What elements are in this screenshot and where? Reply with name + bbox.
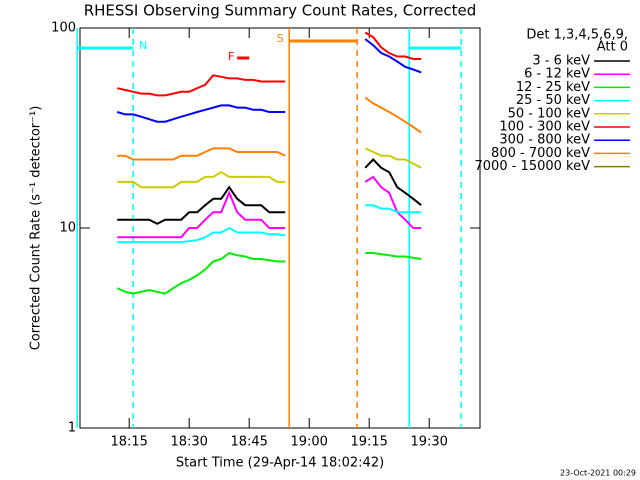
y-tick-label: 100 [51, 21, 76, 36]
series-line [117, 158, 422, 225]
x-tick-label: 18:45 [230, 435, 267, 450]
y-axis-label: Corrected Count Rate (s⁻¹ detector⁻¹) [29, 106, 44, 351]
x-tick-label: 18:15 [110, 435, 147, 450]
series-line [116, 38, 422, 123]
series-line [117, 204, 422, 244]
interval-label: F [228, 50, 234, 63]
legend-label: 3 - 6 keV [532, 54, 590, 69]
series-line [117, 175, 422, 239]
legend-label: 25 - 50 keV [516, 93, 590, 108]
y-tick-label: 10 [59, 221, 76, 236]
legend-label: 800 - 7000 keV [491, 146, 590, 161]
legend-label: 6 - 12 keV [524, 67, 590, 82]
interval-label: N [139, 39, 147, 52]
legend-header: Det 1,3,4,5,6,9, [526, 28, 628, 43]
x-tick-label: 19:00 [290, 435, 327, 450]
legend-header: Att 0 [597, 40, 628, 55]
series-line [116, 31, 422, 97]
legend-label: 7000 - 15000 keV [475, 159, 591, 174]
legend-label: 300 - 800 keV [499, 133, 590, 148]
legend-label: 50 - 100 keV [508, 106, 591, 121]
interval-label: S [277, 32, 284, 45]
series-line [116, 251, 422, 295]
footer: 23-Oct-2021 00:29 [560, 469, 636, 478]
y-tick-label: 1 [68, 421, 76, 436]
legend-label: 12 - 25 keV [516, 80, 590, 95]
x-tick-label: 18:30 [170, 435, 207, 450]
x-axis-label: Start Time (29-Apr-14 18:02:42) [176, 456, 384, 471]
series-line [117, 147, 422, 189]
x-tick-label: 19:15 [350, 435, 387, 450]
chart-title: RHESSI Observing Summary Count Rates, Co… [84, 2, 477, 20]
x-tick-label: 19:30 [410, 435, 447, 450]
legend-label: 100 - 300 keV [499, 120, 590, 135]
series-line [117, 96, 422, 161]
